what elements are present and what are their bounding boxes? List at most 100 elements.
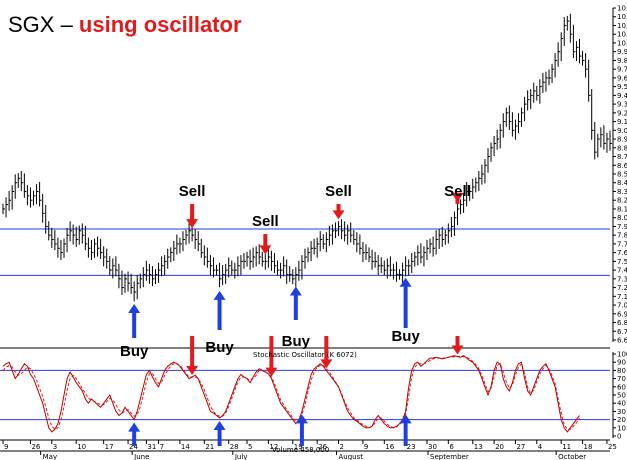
series-k-line — [2, 354, 580, 433]
osc-tick-label: 100 — [617, 351, 627, 359]
sell-arrow — [186, 204, 199, 229]
buy-arrow — [289, 286, 302, 320]
x-tick-label: 9 — [4, 443, 8, 451]
buy-arrow — [213, 290, 226, 330]
arrow-head — [399, 277, 412, 287]
osc-sell-arrow — [186, 336, 199, 375]
price-bars — [2, 13, 612, 302]
osc-tick-label: 40 — [617, 400, 626, 408]
osc-sell-arrow — [265, 336, 278, 377]
x-tick-label: 31 — [147, 443, 156, 451]
price-tick-label: 8.3 — [617, 188, 627, 196]
price-tick-label: 9.4 — [617, 92, 627, 100]
price-tick-label: 8.2 — [617, 197, 627, 205]
price-axis: 6.66.76.86.97.07.17.27.37.47.57.67.77.87… — [612, 5, 627, 345]
price-tick-label: 9.9 — [617, 48, 627, 56]
price-tick-label: 6.9 — [617, 310, 627, 318]
price-tick-label: 7.0 — [617, 302, 627, 310]
osc-tick-label: 70 — [617, 375, 626, 383]
osc-tick-label: 30 — [617, 408, 626, 416]
price-tick-label: 7.7 — [617, 240, 627, 248]
buy-label: Buy — [391, 328, 420, 345]
sell-label: Sell — [325, 183, 352, 200]
x-tick-label: 23 — [407, 443, 416, 451]
x-tick-label: 10 — [77, 443, 86, 451]
price-tick-label: 7.4 — [617, 267, 627, 275]
price-tick-label: 9.0 — [617, 127, 627, 135]
x-tick-label: 13 — [474, 443, 483, 451]
x-tick-label: 21 — [205, 443, 214, 451]
price-tick-label: 8.8 — [617, 144, 627, 152]
price-tick-label: 6.6 — [617, 337, 627, 345]
osc-tick-label: 50 — [617, 392, 626, 400]
osc-buy-arrow — [128, 422, 141, 446]
oscillator-panel: 0102030405060708090100 — [0, 347, 627, 441]
arrow-head — [186, 219, 199, 229]
x-tick-label: 3 — [53, 443, 57, 451]
buy-label: Buy — [205, 339, 234, 356]
x-tick-label: 2 — [340, 443, 344, 451]
series-d-line — [2, 356, 580, 431]
osc-buy-arrow — [295, 414, 308, 446]
x-tick-label: 24 — [129, 443, 138, 451]
arrow-head — [186, 365, 199, 375]
x-tick-label: 25 — [608, 443, 617, 451]
price-levels — [0, 228, 610, 276]
arrow-head — [128, 303, 141, 313]
sell-label: Sell — [179, 183, 206, 200]
arrow-head — [213, 290, 226, 300]
volume-label: Volume 458,000 — [272, 446, 329, 454]
x-axis: 9 26 3 10 17 24 31 7 14 21 28 5 12 19 26 2 9 16 23 30 6 13 20 2… — [0, 439, 617, 460]
x-tick-label: 4 — [538, 443, 543, 451]
price-tick-label: 6.7 — [617, 328, 627, 336]
price-tick-label: 7.3 — [617, 275, 627, 283]
price-tick-label: 7.2 — [617, 284, 627, 292]
buy-arrow — [128, 303, 141, 338]
price-tick-label: 9.2 — [617, 109, 627, 117]
month-label: August — [339, 453, 364, 460]
price-tick-label: 8.4 — [617, 179, 627, 187]
x-tick-label: 26 — [318, 443, 327, 451]
price-tick-label: 9.5 — [617, 83, 627, 91]
osc-sell-arrow — [451, 336, 464, 355]
price-tick-label: 8.9 — [617, 136, 627, 144]
sell-arrow — [332, 204, 345, 220]
x-tick-label: 6 — [449, 443, 454, 451]
x-tick-label: 27 — [516, 443, 525, 451]
price-tick-label: 7.8 — [617, 232, 627, 240]
x-tick-label: 7 — [160, 443, 164, 451]
x-tick-label: 28 — [230, 443, 239, 451]
osc-tick-label: 0 — [617, 433, 621, 441]
price-tick-label: 10.1 — [617, 31, 627, 39]
x-tick-label: 18 — [584, 443, 593, 451]
osc-buy-arrow — [213, 420, 226, 446]
buy-label: Buy — [282, 333, 311, 350]
osc-buy-arrow — [399, 414, 412, 446]
buy-arrow — [399, 277, 412, 328]
price-tick-label: 10.3 — [617, 13, 627, 21]
oscillator-title: Stochastic Oscillator (K 6072) — [253, 351, 357, 359]
sell-arrow — [259, 234, 272, 255]
arrow-head — [399, 414, 412, 424]
x-tick-label: 9 — [364, 443, 368, 451]
arrow-head — [128, 422, 141, 432]
osc-tick-label: 10 — [617, 424, 626, 432]
price-tick-label: 9.7 — [617, 66, 627, 74]
arrow-head — [451, 192, 464, 202]
x-tick-label: 17 — [105, 443, 114, 451]
price-tick-label: 9.6 — [617, 74, 627, 82]
x-tick-label: 12 — [269, 443, 278, 451]
arrow-head — [451, 345, 464, 355]
price-tick-label: 6.8 — [617, 319, 627, 327]
price-tick-label: 8.7 — [617, 153, 627, 161]
x-tick-label: 20 — [495, 443, 504, 451]
month-label: July — [234, 453, 248, 460]
osc-tick-label: 90 — [617, 359, 626, 367]
x-tick-label: 14 — [181, 443, 190, 451]
month-label: September — [430, 453, 469, 460]
x-tick-label: 11 — [562, 443, 571, 451]
month-label: October — [558, 453, 586, 460]
price-tick-label: 8.6 — [617, 162, 627, 170]
osc-tick-label: 80 — [617, 367, 626, 375]
